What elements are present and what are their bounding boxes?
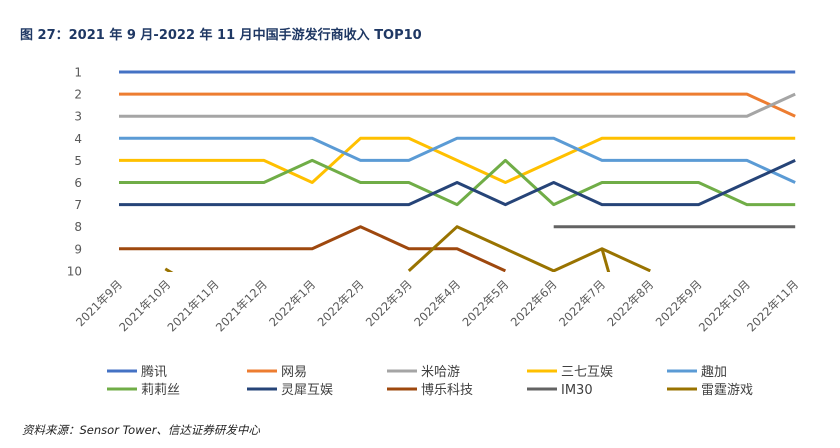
x-tick-label: 2022年8月 bbox=[604, 277, 656, 329]
x-tick-label: 2022年4月 bbox=[411, 277, 463, 329]
x-tick-label: 2022年7月 bbox=[556, 277, 608, 329]
x-tick-label: 2022年9月 bbox=[653, 277, 705, 329]
x-tick-label: 2021年12月 bbox=[213, 277, 270, 334]
legend-label: 米哈游 bbox=[421, 365, 460, 380]
y-tick-label: 4 bbox=[74, 132, 82, 146]
legend-label: IM30 bbox=[561, 383, 593, 398]
legend-label: 腾讯 bbox=[141, 364, 167, 380]
y-tick-label: 2 bbox=[74, 88, 82, 102]
series-line bbox=[600, 248, 611, 272]
x-tick-label: 2022年11月 bbox=[744, 277, 801, 334]
source-note: 资料来源：Sensor Tower、信达证券研发中心 bbox=[22, 423, 260, 437]
y-tick-label: 7 bbox=[74, 198, 82, 212]
y-tick-label: 6 bbox=[74, 176, 82, 190]
legend-label: 趣加 bbox=[701, 365, 727, 380]
y-axis-ticks: 1 2 3 4 5 6 7 8 9 10 bbox=[67, 66, 82, 279]
x-tick-label: 2022年2月 bbox=[315, 277, 367, 329]
y-tick-label: 1 bbox=[74, 66, 82, 80]
y-tick-label: 9 bbox=[74, 242, 82, 256]
x-tick-label: 2022年5月 bbox=[459, 277, 511, 329]
x-tick-label: 2022年3月 bbox=[363, 277, 415, 329]
x-tick-label: 2022年6月 bbox=[508, 277, 560, 329]
series-line bbox=[119, 136, 796, 184]
x-tick-label: 2022年1月 bbox=[266, 277, 318, 329]
series-line bbox=[119, 159, 796, 207]
series-line bbox=[119, 136, 796, 184]
y-tick-label: 5 bbox=[74, 154, 82, 168]
series-line bbox=[119, 158, 796, 207]
y-tick-label: 8 bbox=[74, 220, 82, 234]
series-line bbox=[119, 92, 796, 118]
series-line bbox=[164, 267, 174, 272]
x-axis-ticks: 2021年9月2021年10月2021年11月2021年12月2022年1月20… bbox=[73, 277, 801, 334]
y-tick-label: 3 bbox=[74, 110, 82, 124]
x-tick-label: 2021年9月 bbox=[73, 277, 125, 329]
y-tick-label: 10 bbox=[67, 264, 82, 278]
series-lines bbox=[119, 70, 796, 272]
legend-label: 网易 bbox=[281, 365, 307, 380]
series-line bbox=[407, 225, 651, 272]
series-line bbox=[119, 92, 796, 118]
figure-title: 图 27：2021 年 9 月-2022 年 11 月中国手游发行商收入 TOP… bbox=[20, 28, 422, 43]
legend-label: 灵犀互娱 bbox=[281, 383, 333, 398]
series-line bbox=[119, 225, 507, 272]
legend-label: 雷霆游戏 bbox=[701, 383, 753, 398]
legend-label: 博乐科技 bbox=[421, 383, 473, 398]
legend-label: 三七互娱 bbox=[561, 365, 613, 380]
legend-label: 莉莉丝 bbox=[141, 383, 180, 398]
